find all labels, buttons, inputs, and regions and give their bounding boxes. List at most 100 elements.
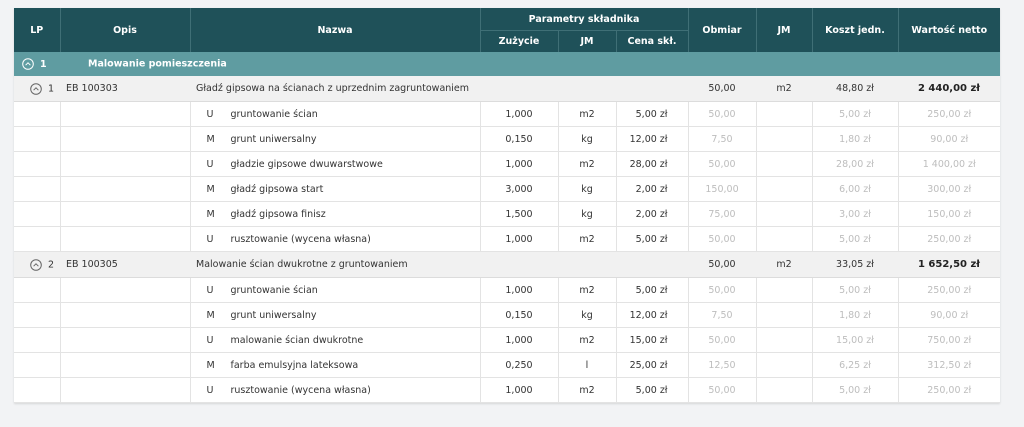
item-jm2 [756,151,813,177]
item-jm: m2 [558,377,617,403]
item-empty [60,352,191,378]
item-cena: 5,00 zł [616,226,689,252]
item-zuzycie: 0,150 [480,126,559,152]
item-name: gładź gipsowa finisz [230,208,326,220]
item-cena: 28,00 zł [616,151,689,177]
item-empty [14,277,61,303]
item-jm2 [756,377,813,403]
item-type: U [206,334,214,346]
item-jm: kg [558,302,617,328]
item-name: gruntowanie ścian [230,108,318,120]
section-number: 1 [40,58,47,70]
item-name: malowanie ścian dwukrotne [230,334,364,346]
item-type: M [206,133,215,145]
item-koszt: 5,00 zł [812,101,899,127]
header-jm: JM [558,30,617,52]
item-zuzycie: 1,000 [480,327,559,353]
header-lp: LP [14,8,61,52]
item-obmiar: 50,00 [688,327,757,353]
item-zuzycie: 0,150 [480,302,559,328]
item-obmiar: 50,00 [688,277,757,303]
section-title: Malowanie pomieszczenia [88,58,227,70]
item-koszt: 1,80 zł [812,302,899,328]
header-obmiar: Obmiar [688,8,757,52]
header-opis: Opis [60,8,191,52]
header-cena: Cena skł. [616,30,689,52]
item-cena: 5,00 zł [616,377,689,403]
item-wartosc: 300,00 zł [898,176,1000,202]
item-obmiar: 75,00 [688,201,757,227]
item-jm: m2 [558,226,617,252]
item-obmiar: 50,00 [688,226,757,252]
group-row: 2 EB 100305 Malowanie ścian dwukrotne z gr… [14,251,1000,278]
item-koszt: 15,00 zł [812,327,899,353]
item-empty [14,352,61,378]
item-empty [60,176,191,202]
item-koszt: 1,80 zł [812,126,899,152]
header-parametry: Parametry składnika [480,8,689,31]
item-jm: l [558,352,617,378]
item-type: U [206,284,214,296]
collapse-icon[interactable] [22,58,34,70]
item-wartosc: 750,00 zł [898,327,1000,353]
item-empty [14,302,61,328]
item-jm: m2 [558,277,617,303]
item-name: grunt uniwersalny [230,309,317,321]
item-jm2 [756,352,813,378]
group-lp-number: 1 [48,83,55,94]
item-empty [14,201,61,227]
group-lp: 2 [14,251,60,278]
item-cena: 2,00 zł [616,176,689,202]
item-type: U [206,158,214,170]
section-cell: 1 Malowanie pomieszczenia [14,52,1000,76]
header-koszt: Koszt jedn. [812,8,899,52]
item-empty [60,377,191,403]
group-koszt: 33,05 zł [812,251,898,278]
item-koszt: 6,00 zł [812,176,899,202]
item-type: M [206,183,215,195]
item-empty [60,201,191,227]
item-type: M [206,309,215,321]
item-name: gruntowanie ścian [230,284,318,296]
group-wartosc: 1 652,50 zł [898,251,1000,278]
item-obmiar: 50,00 [688,101,757,127]
item-wartosc: 150,00 zł [898,201,1000,227]
item-type: U [206,233,214,245]
item-jm: m2 [558,327,617,353]
collapse-icon[interactable] [30,258,42,271]
item-zuzycie: 0,250 [480,352,559,378]
item-empty [60,277,191,303]
item-empty [60,226,191,252]
header-jm: JM [756,8,813,52]
item-obmiar: 12,50 [688,352,757,378]
item-jm: kg [558,176,617,202]
item-zuzycie: 1,000 [480,377,559,403]
cost-table: LP Opis Nazwa Parametry składnika Obmiar… [14,8,1000,403]
item-zuzycie: 1,000 [480,151,559,177]
item-koszt: 6,25 zł [812,352,899,378]
item-empty [60,151,191,177]
item-zuzycie: 1,500 [480,201,559,227]
item-wartosc: 250,00 zł [898,377,1000,403]
item-cena: 12,00 zł [616,302,689,328]
item-jm2 [756,176,813,202]
item-wartosc: 90,00 zł [898,126,1000,152]
item-wartosc: 250,00 zł [898,101,1000,127]
collapse-icon[interactable] [30,82,42,95]
item-type: U [206,384,214,396]
item-koszt: 3,00 zł [812,201,899,227]
item-jm2 [756,277,813,303]
item-zuzycie: 1,000 [480,277,559,303]
group-lp: 1 [14,76,60,102]
item-name: rusztowanie (wycena własna) [230,233,371,245]
